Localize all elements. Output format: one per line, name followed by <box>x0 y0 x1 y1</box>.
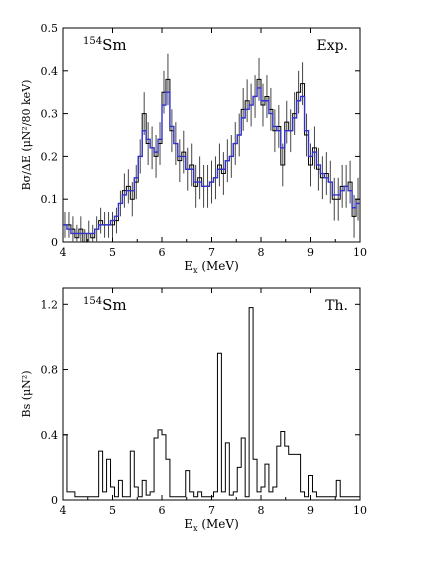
element-symbol-top: Sm <box>102 36 127 54</box>
x-tick-label: 4 <box>60 504 67 517</box>
y-tick-label: 0.8 <box>41 364 59 377</box>
x-tick-label: 6 <box>159 504 166 517</box>
y-tick-label: 1.2 <box>41 298 59 311</box>
x-axis-label-bottom: Ex (MeV) <box>184 517 239 533</box>
element-symbol-bottom: Sm <box>102 296 127 314</box>
theoretical-panel: 4 5 6 7 8 9 10 0 0.4 0.8 1.2 154Sm Th. Ex (MeV) Bs… <box>20 287 367 533</box>
y-tick-label: 0.5 <box>41 22 59 35</box>
y-axis-label-bottom: Bs (μN²) <box>20 371 33 418</box>
y-tick-label: 0.2 <box>41 150 59 163</box>
x-tick-label: 8 <box>258 246 265 259</box>
mass-number-bottom: 154 <box>83 296 102 307</box>
smoothed-experimental-curve <box>63 87 360 235</box>
x-tick-label: 5 <box>109 504 116 517</box>
corner-label-bottom: Th. <box>325 298 348 314</box>
top-plot-frame <box>62 27 361 243</box>
x-axis-label-top: Ex (MeV) <box>184 259 239 275</box>
top-axis-ticks: 4 5 6 7 8 9 10 0 0.1 0.2 0.3 0.4 0.5 <box>41 22 368 259</box>
y-tick-label: 0.4 <box>41 65 59 78</box>
nucleus-label-top: 154Sm <box>83 36 127 54</box>
corner-label-top: Exp. <box>316 38 348 54</box>
x-tick-label: 5 <box>109 246 116 259</box>
x-tick-label: 10 <box>353 246 367 259</box>
x-tick-label: 4 <box>60 246 67 259</box>
bottom-axis-ticks: 4 5 6 7 8 9 10 0 0.4 0.8 1.2 <box>41 288 367 517</box>
x-tick-label: 7 <box>208 504 215 517</box>
x-tick-label: 7 <box>208 246 215 259</box>
x-tick-label: 10 <box>353 504 367 517</box>
y-tick-label: 0 <box>51 494 58 507</box>
x-tick-label: 9 <box>307 504 314 517</box>
experimental-panel: 4 5 6 7 8 9 10 0 0.1 0.2 0.3 0.4 0.5 154Sm Exp. Ex (… <box>20 22 367 275</box>
mass-number-top: 154 <box>83 36 102 47</box>
bottom-plot-frame <box>62 287 361 501</box>
x-tick-label: 6 <box>159 246 166 259</box>
y-tick-label: 0.1 <box>41 193 59 206</box>
y-tick-label: 0 <box>51 236 58 249</box>
theoretical-histogram <box>62 307 361 500</box>
y-tick-label: 0.4 <box>41 429 59 442</box>
x-tick-label: 8 <box>258 504 265 517</box>
y-tick-label: 0.3 <box>41 108 59 121</box>
x-tick-label: 9 <box>307 246 314 259</box>
nucleus-label-bottom: 154Sm <box>83 296 127 314</box>
y-axis-label-top: Bσ/ΔE (μN²/80 keV) <box>20 80 33 191</box>
